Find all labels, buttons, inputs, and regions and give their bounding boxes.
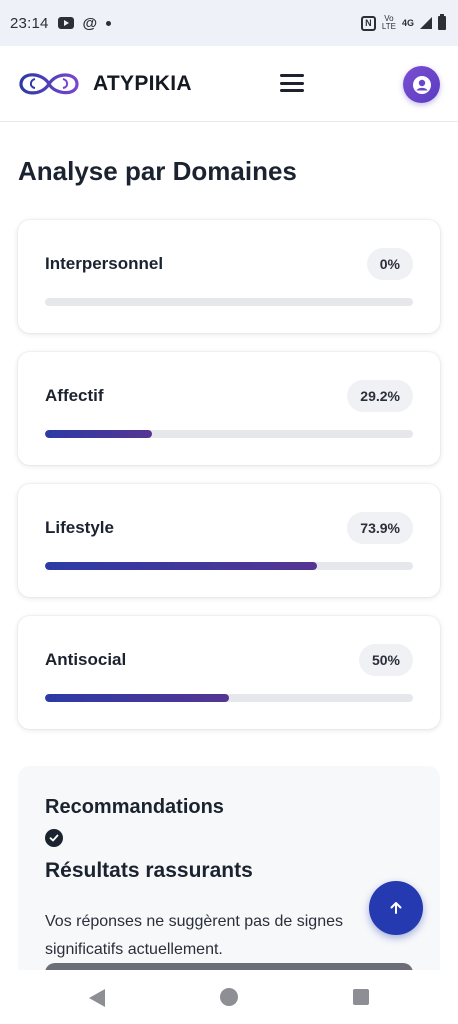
domain-label: Antisocial <box>45 650 127 669</box>
progress-fill <box>45 430 153 438</box>
home-circle-icon[interactable] <box>220 988 238 1006</box>
menu-line <box>280 81 304 85</box>
recommendations-card: Recommandations Résultats rassurants Vos… <box>18 766 440 1006</box>
domain-card-affectif: Affectif 29.2% <box>18 352 440 465</box>
user-avatar-button[interactable] <box>403 66 440 103</box>
domain-score-badge: 73.9% <box>347 512 413 544</box>
arrow-up-icon <box>390 902 402 914</box>
status-bar-left: 23:14 @ <box>10 14 112 32</box>
nfc-icon: N <box>360 15 376 31</box>
progress-track <box>45 298 413 306</box>
hamburger-menu-icon[interactable] <box>280 72 304 94</box>
status-bar: 23:14 @ N Vo LTE 4G <box>0 0 458 46</box>
notification-dot-icon <box>106 20 112 26</box>
progress-fill <box>45 694 229 702</box>
system-nav-bar <box>0 970 458 1024</box>
domain-label: Interpersonnel <box>45 254 164 273</box>
scroll-to-top-button[interactable] <box>369 881 423 935</box>
back-triangle-icon[interactable] <box>89 989 105 1007</box>
recommendations-title: Recommandations <box>45 796 224 818</box>
brand-name[interactable]: ATYPIKIA <box>93 72 192 95</box>
recents-square-icon[interactable] <box>353 989 369 1005</box>
domain-label: Affectif <box>45 386 104 405</box>
page-title: Analyse par Domaines <box>18 156 297 186</box>
progress-track <box>45 430 413 438</box>
domain-card-lifestyle: Lifestyle 73.9% <box>18 484 440 597</box>
domain-label: Lifestyle <box>45 518 114 537</box>
domain-card-antisocial: Antisocial 50% <box>18 616 440 729</box>
network-top-label: Vo <box>384 14 394 23</box>
menu-line <box>280 89 304 92</box>
youtube-icon <box>57 17 74 29</box>
status-bar-right: N Vo LTE 4G <box>360 14 446 31</box>
menu-line <box>280 74 304 77</box>
signal-icon <box>420 17 432 29</box>
check-circle-icon <box>45 829 63 847</box>
progress-track <box>45 694 413 702</box>
user-circle-icon <box>412 75 431 94</box>
progress-track <box>45 562 413 570</box>
domain-score-badge: 0% <box>366 248 413 280</box>
threads-icon: @ <box>82 14 98 32</box>
battery-icon <box>438 14 446 30</box>
status-time: 23:14 <box>10 14 49 32</box>
network-indicator: Vo LTE <box>382 15 396 31</box>
recommendations-subtitle: Résultats rassurants <box>45 859 253 882</box>
app-header: ATYPIKIA <box>0 46 458 122</box>
network-gen-label: 4G <box>401 18 414 28</box>
domain-score-badge: 50% <box>358 644 413 676</box>
infinity-brain-logo-icon[interactable] <box>17 65 81 103</box>
domain-card-interpersonnel: Interpersonnel 0% <box>18 220 440 333</box>
recommendations-text: Vos réponses ne suggèrent pas de signes … <box>45 913 343 958</box>
progress-fill <box>45 562 317 570</box>
network-bottom-label: LTE <box>381 22 396 31</box>
domain-score-badge: 29.2% <box>347 380 413 412</box>
